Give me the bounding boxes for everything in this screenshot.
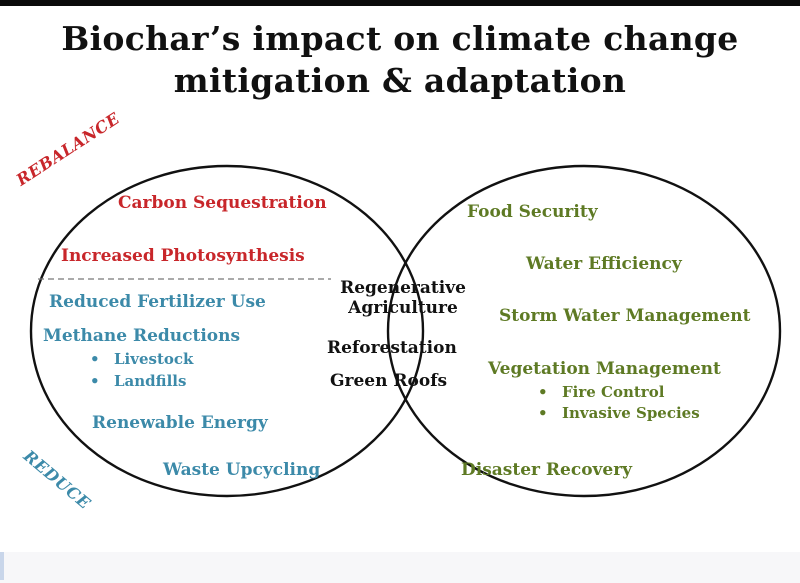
landfills-item: Landfills — [90, 371, 186, 391]
green-roofs: Green Roofs — [330, 371, 448, 391]
renewable-energy: Renewable Energy — [92, 413, 268, 433]
livestock-item: Livestock — [90, 349, 193, 369]
storm-water-management: Storm Water Management — [499, 306, 751, 326]
fire-control-item: Fire Control — [538, 382, 664, 402]
regenerative-line-1: Regenerative — [340, 278, 466, 298]
title-line-2: mitigation & adaptation — [173, 61, 627, 100]
bottom-edge-mark — [0, 552, 4, 580]
vegetation-management: Vegetation Management — [488, 359, 721, 379]
title-line-1: Biochar’s impact on climate change — [61, 19, 739, 58]
top-border — [0, 0, 800, 6]
regenerative-agriculture: Regenerative Agriculture — [328, 278, 478, 318]
reduced-fertilizer-use: Reduced Fertilizer Use — [49, 292, 266, 312]
regenerative-line-2: Agriculture — [348, 298, 458, 318]
page-title: Biochar’s impact on climate change mitig… — [0, 18, 800, 102]
reforestation: Reforestation — [327, 338, 457, 358]
carbon-sequestration: Carbon Sequestration — [118, 193, 327, 213]
water-efficiency: Water Efficiency — [526, 254, 682, 274]
increased-photosynthesis: Increased Photosynthesis — [61, 246, 305, 266]
waste-upcycling: Waste Upcycling — [163, 460, 321, 480]
food-security: Food Security — [467, 202, 598, 222]
methane-reductions: Methane Reductions — [43, 326, 241, 346]
right-circle — [386, 164, 782, 498]
left-circle — [29, 164, 425, 498]
bottom-strip — [0, 552, 800, 583]
disaster-recovery: Disaster Recovery — [461, 460, 633, 480]
invasive-species-item: Invasive Species — [538, 403, 700, 423]
